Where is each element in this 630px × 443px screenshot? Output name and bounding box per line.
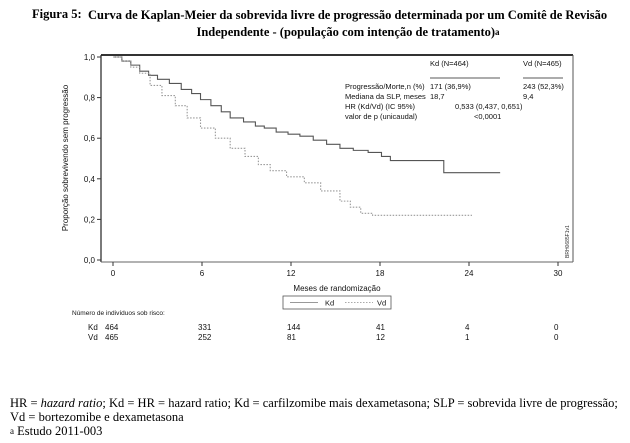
risk-table: Número de indivíduos sob risco: Kd 464 331… bbox=[72, 310, 559, 342]
stats-row-combined: 0,533 (0,437, 0,651) bbox=[455, 102, 523, 111]
stats-row-kd: 18,7 bbox=[430, 92, 445, 101]
risk-row-value: 4 bbox=[465, 323, 470, 332]
stats-row-label: Progressão/Morte,n (%) bbox=[345, 82, 425, 91]
y-axis: 0,0 0,2 0,4 0,6 0,8 1,0 bbox=[84, 53, 101, 265]
risk-row-value: 1 bbox=[465, 333, 470, 342]
stats-row-kd: 171 (36,9%) bbox=[430, 82, 471, 91]
y-tick-label: 0,0 bbox=[84, 256, 96, 265]
legend: Kd Vd bbox=[282, 295, 392, 310]
y-axis-label: Proporção sobrevivendo sem progressão bbox=[61, 84, 70, 231]
figure-title-line1: Curva de Kaplan-Meier da sobrevida livre… bbox=[88, 8, 608, 22]
risk-table-title: Número de indivíduos sob risco: bbox=[72, 310, 165, 317]
x-tick-label: 18 bbox=[376, 269, 385, 278]
stats-row-label: HR (Kd/Vd) (IC 95%) bbox=[345, 102, 416, 111]
stats-header-kd: Kd (N=464) bbox=[430, 59, 469, 68]
risk-row-value: 12 bbox=[376, 333, 385, 342]
footnote-italic: hazard ratio bbox=[40, 396, 103, 410]
footnote-text: ; Kd = HR = hazard ratio; Kd = carfilzom… bbox=[102, 396, 618, 410]
stats-row-label: valor de p (unicaudal) bbox=[345, 112, 418, 121]
risk-row-value: 0 bbox=[554, 323, 559, 332]
legend-label-kd: Kd bbox=[325, 299, 334, 308]
footnote-text: Estudo 2011-003 bbox=[14, 424, 103, 438]
risk-row-arm: Kd bbox=[88, 323, 98, 332]
stats-header-vd: Vd (N=465) bbox=[523, 59, 562, 68]
risk-row-value: 252 bbox=[198, 333, 212, 342]
km-curve-vd bbox=[113, 56, 472, 216]
y-tick-label: 0,4 bbox=[84, 175, 96, 184]
y-tick-label: 0,8 bbox=[84, 94, 96, 103]
x-tick-label: 12 bbox=[287, 269, 296, 278]
risk-row-value: 331 bbox=[198, 323, 212, 332]
legend-label-vd: Vd bbox=[377, 299, 386, 308]
stats-row-vd: 9,4 bbox=[523, 92, 533, 101]
legend-box bbox=[282, 295, 392, 310]
y-tick-label: 0,2 bbox=[84, 215, 96, 224]
footnote-line1: HR = hazard ratio; Kd = HR = hazard rati… bbox=[10, 396, 625, 410]
risk-row-value: 464 bbox=[105, 323, 119, 332]
x-tick-label: 30 bbox=[554, 269, 563, 278]
risk-row-value: 465 bbox=[105, 333, 119, 342]
footnote-text: HR = bbox=[10, 396, 41, 410]
footnote-line3: a Estudo 2011-003 bbox=[10, 424, 625, 438]
figure-label: Figura 5: bbox=[32, 7, 82, 21]
y-tick-label: 1,0 bbox=[84, 53, 96, 62]
figure-side-code: BRH0685F1v1 bbox=[565, 225, 571, 258]
curves bbox=[113, 56, 501, 216]
km-curve-kd bbox=[113, 56, 501, 174]
risk-row-value: 144 bbox=[287, 323, 301, 332]
x-tick-label: 0 bbox=[111, 269, 116, 278]
risk-row-arm: Vd bbox=[88, 333, 98, 342]
stats-row-label: Mediana da SLP, meses bbox=[345, 92, 426, 101]
x-axis-label: Meses de randomização bbox=[293, 284, 381, 293]
stats-row-vd: 243 (52,3%) bbox=[523, 82, 564, 91]
stats-table: Kd (N=464) Vd (N=465) Progressão/Morte,n… bbox=[345, 59, 564, 121]
footnote-line2: Vd = bortezomibe e dexametasona bbox=[10, 410, 184, 424]
risk-row-value: 0 bbox=[554, 333, 559, 342]
stats-row-combined: <0,0001 bbox=[474, 112, 501, 121]
risk-row-value: 81 bbox=[287, 333, 296, 342]
y-tick-label: 0,6 bbox=[84, 134, 96, 143]
figure-title: Curva de Kaplan-Meier da sobrevida livre… bbox=[88, 7, 608, 41]
figure-title-superscript: a bbox=[495, 27, 500, 37]
footnote-sup: a bbox=[10, 426, 14, 436]
figure-title-line2: Independente - (população com intenção d… bbox=[196, 25, 496, 39]
footnotes: HR = hazard ratio; Kd = HR = hazard rati… bbox=[10, 396, 625, 438]
x-axis: 0 6 12 18 24 30 bbox=[111, 262, 563, 278]
risk-row-value: 41 bbox=[376, 323, 385, 332]
x-tick-label: 6 bbox=[200, 269, 205, 278]
x-tick-label: 24 bbox=[465, 269, 474, 278]
